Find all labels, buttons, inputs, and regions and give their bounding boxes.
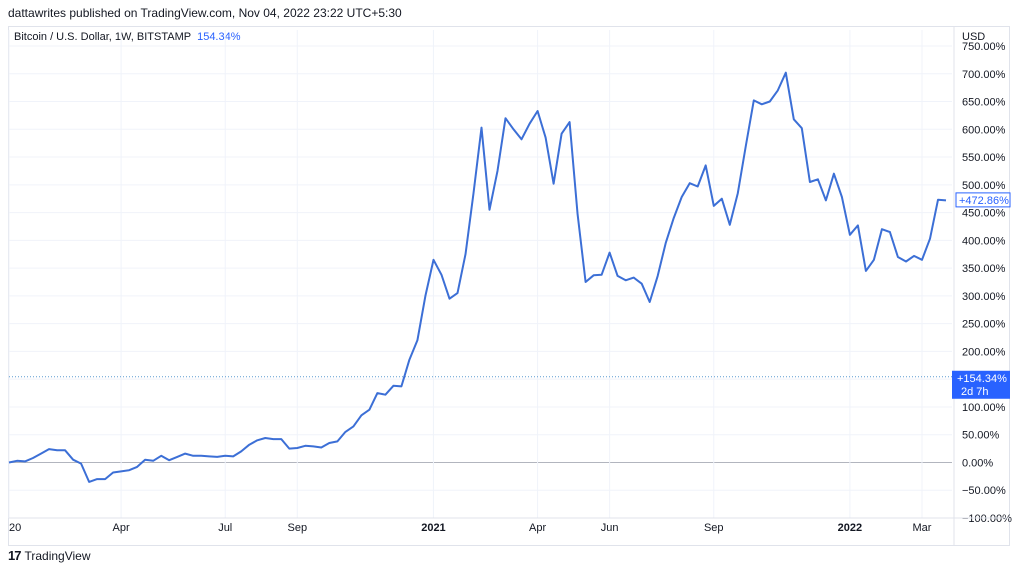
symbol-name[interactable]: Bitcoin / U.S. Dollar, 1W, BITSTAMP (14, 31, 192, 43)
x-tick-label: Jun (601, 522, 619, 534)
x-tick-label: 20 (9, 522, 21, 534)
y-tick-label: 50.00% (962, 430, 1000, 442)
tv-logo-icon[interactable]: 17 (8, 548, 22, 563)
y-tick-label: 200.00% (962, 346, 1006, 358)
symbol-change: 154.34% (197, 31, 241, 43)
x-tick-label: Apr (529, 522, 546, 534)
x-tick-label: Jul (218, 522, 232, 534)
current-value-badge (952, 370, 1010, 399)
publish-info: dattawrites published on TradingView.com… (8, 6, 402, 20)
y-tick-label: 550.00% (962, 152, 1006, 164)
last-value-text: +472.86% (959, 195, 1009, 207)
x-tick-label: Apr (113, 522, 130, 534)
y-tick-label: 100.00% (962, 402, 1006, 414)
y-tick-label: 500.00% (962, 180, 1006, 192)
footer: 17 TradingView (8, 548, 91, 563)
last-value-badge (955, 192, 1011, 208)
x-tick-label: 2022 (838, 522, 862, 534)
series-line-btcusd (8, 71, 947, 483)
y-tick-label: 750.00% (962, 41, 1006, 53)
brand-name[interactable]: TradingView (24, 548, 91, 563)
y-tick-label: 300.00% (962, 291, 1006, 303)
x-tick-label: Sep (288, 522, 308, 534)
x-tick-label: Sep (704, 522, 724, 534)
y-tick-label: 450.00% (962, 208, 1006, 220)
x-tick-label: Mar (912, 522, 931, 534)
symbol-legend: Bitcoin / U.S. Dollar, 1W, BITSTAMP 154.3… (14, 31, 241, 43)
y-tick-label: 0.00% (962, 457, 993, 469)
current-value-text: +154.34% (957, 373, 1007, 385)
y-tick-label: 250.00% (962, 319, 1006, 331)
y-tick-label: −100.00% (962, 513, 1012, 525)
y-tick-label: 350.00% (962, 263, 1006, 275)
y-tick-label: 400.00% (962, 235, 1006, 247)
y-tick-label: −50.00% (962, 485, 1006, 497)
y-tick-label: 650.00% (962, 97, 1006, 109)
x-tick-label: 2021 (421, 522, 445, 534)
y-tick-label: 700.00% (962, 69, 1006, 81)
y-tick-label: 600.00% (962, 124, 1006, 136)
current-time-text: 2d 7h (961, 386, 989, 398)
axis-unit-label: USD (962, 31, 985, 43)
